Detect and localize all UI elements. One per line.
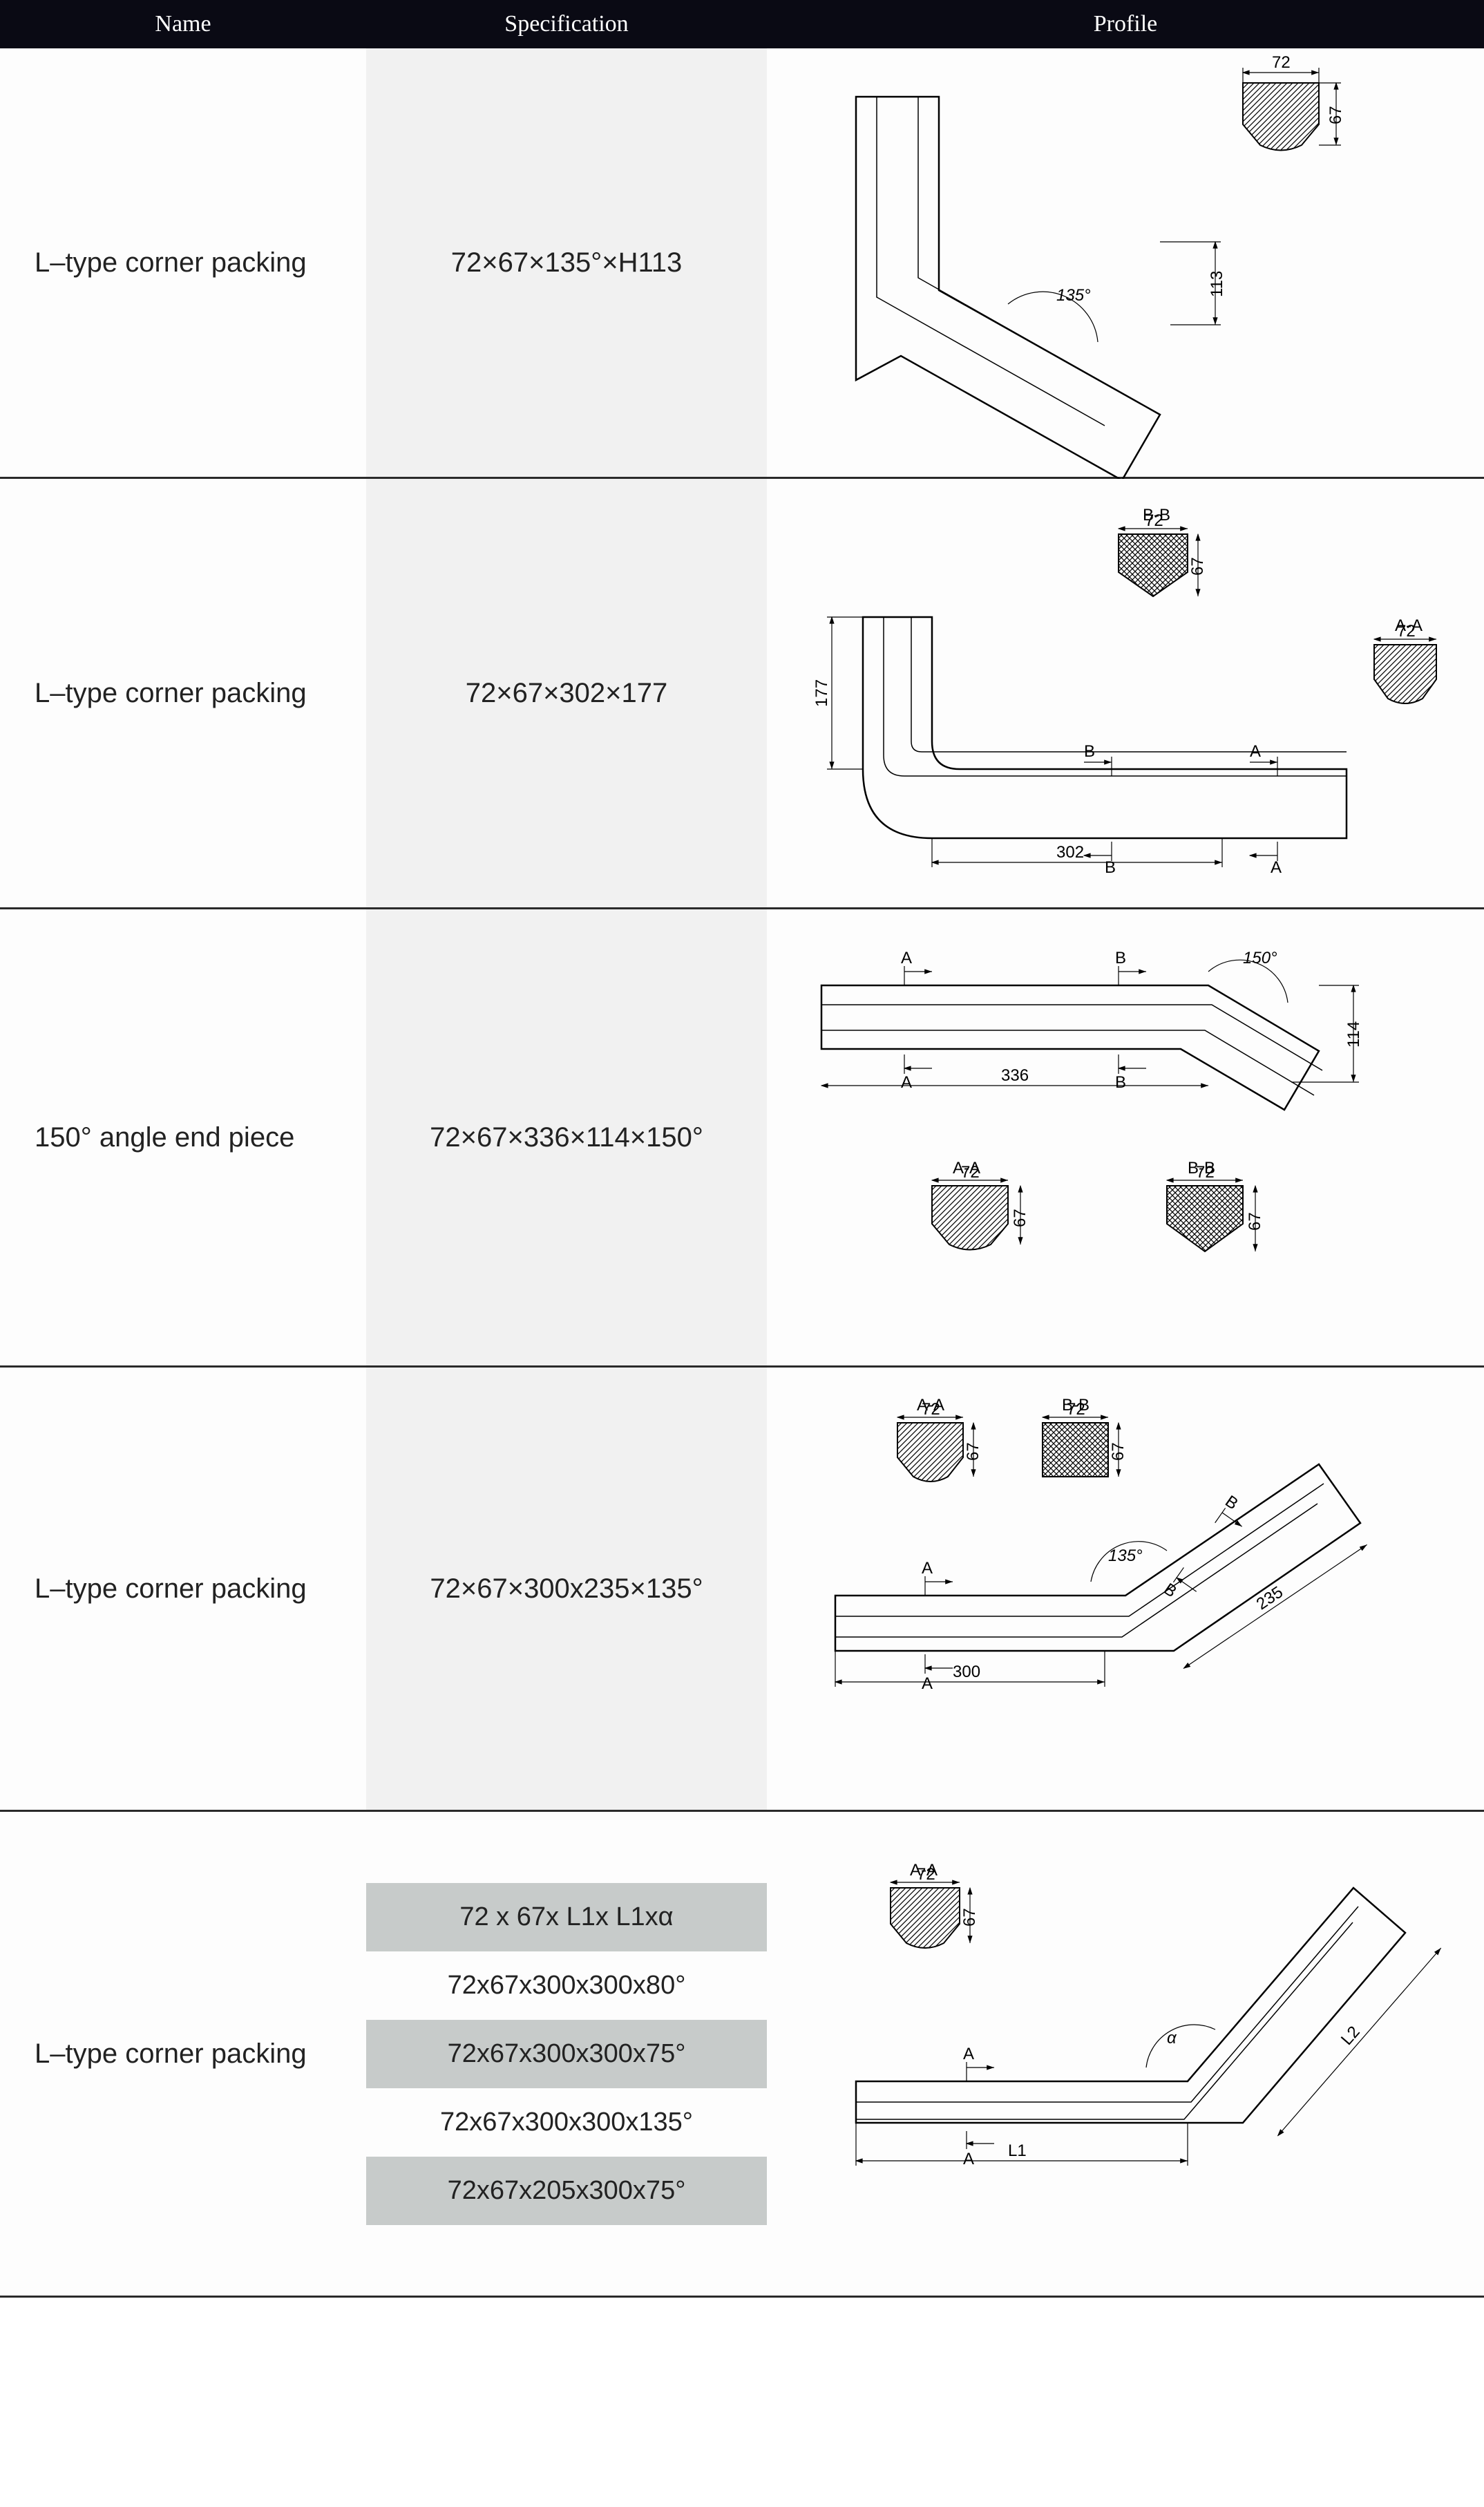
dim-w: 72 bbox=[922, 1400, 940, 1419]
dim-w: 72 bbox=[1196, 1163, 1215, 1182]
dim-h: 67 bbox=[1011, 1209, 1029, 1227]
table-row: 150° angle end piece 72×67×336×114×150° … bbox=[0, 909, 1484, 1368]
profile-cell: 72 67 135° 113 bbox=[767, 48, 1484, 477]
header-profile: Profile bbox=[767, 11, 1484, 37]
dim-ht: 114 bbox=[1344, 1021, 1363, 1048]
dim-l2: L2 bbox=[1338, 2023, 1364, 2049]
table-header: Name Specification Profile bbox=[0, 0, 1484, 48]
profile-diagram: A-A 72 67 B-B 72 67 A bbox=[794, 1388, 1457, 1789]
spec-cell: 72×67×300x235×135° bbox=[366, 1368, 767, 1810]
header-name: Name bbox=[0, 11, 366, 37]
dim-len: 336 bbox=[1001, 1066, 1029, 1085]
spec-cell: 72×67×302×177 bbox=[366, 479, 767, 907]
dim-h: 67 bbox=[1188, 557, 1207, 576]
profile-cell: B-B 72 67 A-A 72 bbox=[767, 479, 1484, 907]
profile-diagram: A-A 72 67 A A α bbox=[808, 1833, 1443, 2275]
dim-angle: 135° bbox=[1108, 1546, 1143, 1565]
name-cell: L–type corner packing bbox=[0, 1368, 366, 1810]
cut-mark: A bbox=[963, 2150, 974, 2168]
name-cell: L–type corner packing bbox=[0, 48, 366, 477]
dim-w: 72 bbox=[1067, 1400, 1085, 1419]
dim-h: 67 bbox=[1246, 1212, 1264, 1231]
spec-item: 72x67x300x300x80° bbox=[366, 1951, 767, 2020]
profile-cell: A-A 72 67 A A α bbox=[767, 1812, 1484, 2296]
spec-item: 72x67x300x300x135° bbox=[366, 2088, 767, 2157]
header-spec: Specification bbox=[366, 11, 767, 37]
dim-w: 72 bbox=[1145, 511, 1163, 530]
spec-item: 72x67x300x300x75° bbox=[366, 2020, 767, 2088]
table-row: L–type corner packing 72×67×135°×H113 72… bbox=[0, 48, 1484, 479]
profile-cell: A-A 72 67 B-B 72 67 A bbox=[767, 1368, 1484, 1810]
cut-mark: B bbox=[1115, 949, 1126, 967]
spec-list: 72 x 67x L1x L1xα 72x67x300x300x80° 72x6… bbox=[366, 1883, 767, 2225]
cut-mark: B bbox=[1084, 742, 1095, 761]
dim-angle: α bbox=[1167, 2029, 1177, 2047]
dim-h: 67 bbox=[960, 1908, 979, 1927]
dim-leg2: 235 bbox=[1253, 1582, 1286, 1614]
profile-diagram: B-B 72 67 A-A 72 bbox=[794, 500, 1457, 887]
dim-len: 302 bbox=[1056, 843, 1084, 862]
dim-w: 72 bbox=[961, 1163, 980, 1182]
dim-l1: L1 bbox=[1008, 2141, 1027, 2160]
cut-mark: A bbox=[901, 949, 912, 967]
spec-item: 72x67x205x300x75° bbox=[366, 2157, 767, 2225]
dim-h: 67 bbox=[964, 1442, 982, 1461]
cut-mark: A bbox=[1271, 858, 1282, 877]
cut-mark: B bbox=[1115, 1073, 1126, 1092]
dim-angle: 135° bbox=[1056, 286, 1091, 305]
profile-diagram: 72 67 135° 113 bbox=[815, 69, 1436, 456]
profile-cell: A A B B 150° 336 bbox=[767, 909, 1484, 1365]
dim-h: 67 bbox=[1109, 1442, 1128, 1461]
cut-mark: A bbox=[963, 2045, 974, 2063]
dim-ht: 113 bbox=[1208, 271, 1226, 297]
name-cell: L–type corner packing bbox=[0, 479, 366, 907]
table-row: L–type corner packing 72 x 67x L1x L1xα … bbox=[0, 1812, 1484, 2298]
dim-leg1: 300 bbox=[953, 1663, 980, 1681]
spec-cell: 72 x 67x L1x L1xα 72x67x300x300x80° 72x6… bbox=[366, 1812, 767, 2296]
table-row: L–type corner packing 72×67×300x235×135°… bbox=[0, 1368, 1484, 1812]
dim-h: 67 bbox=[1326, 106, 1345, 124]
spec-cell: 72×67×135°×H113 bbox=[366, 48, 767, 477]
dim-v: 177 bbox=[812, 679, 831, 707]
profile-diagram: A A B B 150° 336 bbox=[794, 930, 1457, 1345]
spec-cell: 72×67×336×114×150° bbox=[366, 909, 767, 1365]
cut-mark: A bbox=[901, 1073, 912, 1092]
cut-mark: A bbox=[922, 1559, 933, 1578]
cut-mark: A bbox=[1250, 742, 1261, 761]
cut-mark: A bbox=[922, 1674, 933, 1693]
cut-mark: B bbox=[1221, 1492, 1242, 1513]
cut-mark: B bbox=[1105, 858, 1116, 877]
name-cell: 150° angle end piece bbox=[0, 909, 366, 1365]
name-cell: L–type corner packing bbox=[0, 1812, 366, 2296]
table-row: L–type corner packing 72×67×302×177 B-B … bbox=[0, 479, 1484, 909]
spec-item: 72 x 67x L1x L1xα bbox=[366, 1883, 767, 1951]
dim-angle: 150° bbox=[1243, 949, 1277, 967]
dim-w: 72 bbox=[917, 1865, 935, 1884]
dim-w: 72 bbox=[1272, 53, 1291, 72]
dim-w: 72 bbox=[1397, 622, 1416, 641]
